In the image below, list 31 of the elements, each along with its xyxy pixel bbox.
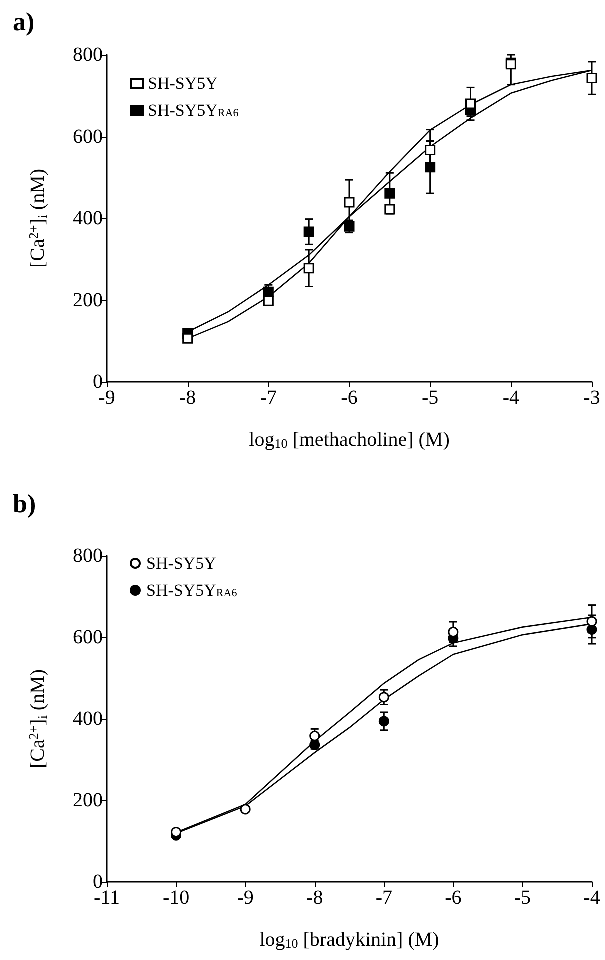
x-tick-label: -5 [514,887,532,909]
x-tick-label: -8 [306,887,324,909]
legend-label: SH-SY5YRA6 [146,581,238,600]
y-axis-title: [Ca2+]i (nM) [26,168,50,268]
y-tick-label: 400 [73,708,103,730]
chart-title: a) [13,8,35,36]
x-tick-label: -9 [237,887,254,909]
x-axis-title: log10 [bradykinin] (M) [260,929,440,951]
x-tick-label: -7 [260,387,278,409]
x-tick-label: -3 [584,387,600,409]
x-tick-label: -4 [584,887,600,909]
legend-label: SH-SY5Y [148,74,218,93]
x-tick-label: -4 [502,387,520,409]
y-tick-label: 600 [73,626,103,648]
y-tick-label: 800 [73,545,103,567]
x-tick-label: -5 [422,387,439,409]
x-tick-label: -7 [376,887,392,909]
legend-label: SH-SY5Y [146,554,216,573]
y-tick-label: 200 [73,289,103,312]
y-tick-label: 400 [73,208,103,230]
y-axis-title: [Ca2+]i (nM) [26,669,50,769]
chart-title: b) [13,490,36,518]
x-tick-label: -8 [179,387,196,409]
legend-label: SH-SY5YRA6 [148,101,240,120]
y-tick-label: 800 [73,44,103,66]
y-tick-label: 200 [73,790,103,812]
x-tick-label: -10 [162,887,190,909]
x-axis-title: log10 [methacholine] (M) [249,429,450,451]
x-tick-label: -6 [445,887,462,909]
y-tick-label: 600 [73,126,103,148]
x-tick-label: -6 [341,387,358,409]
